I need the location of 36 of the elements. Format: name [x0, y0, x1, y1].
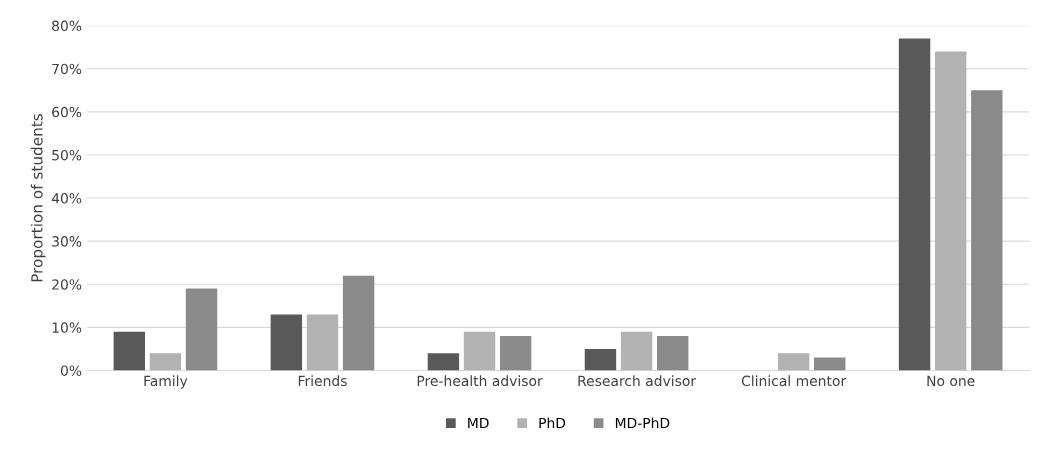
y-tick-label: 0%	[60, 365, 82, 376]
bar	[427, 353, 460, 371]
y-axis-title: Proportion of students	[30, 113, 46, 282]
x-tick-label: Pre-health advisor	[417, 375, 543, 387]
x-tick-label: Family	[144, 375, 188, 389]
bar	[656, 335, 689, 371]
bar	[934, 51, 967, 371]
bar	[898, 38, 931, 371]
y-tick-label: 50%	[52, 149, 82, 161]
x-tick-label: Friends	[298, 375, 347, 387]
x-tick-label: Research advisor	[578, 375, 697, 387]
y-tick-label: 40%	[51, 193, 82, 204]
x-tick-label: Clinical mentor	[741, 375, 847, 387]
legend-label: PhD	[539, 417, 566, 429]
y-tick-label: 10%	[52, 322, 82, 333]
bar	[463, 331, 496, 371]
x-tick-label: No one	[927, 375, 975, 387]
bar	[584, 348, 617, 371]
bar	[306, 314, 339, 371]
bar	[777, 353, 810, 371]
y-tick-label: 70%	[52, 63, 82, 75]
y-tick-label: 60%	[52, 106, 82, 118]
bar	[971, 90, 1003, 371]
y-tick-label: 80%	[52, 20, 82, 32]
bar	[342, 275, 375, 371]
bar	[620, 331, 653, 371]
legend-label: MD	[468, 417, 489, 429]
bar	[113, 331, 146, 371]
bar	[499, 335, 532, 371]
bar	[270, 314, 303, 371]
y-tick-label: 30%	[52, 236, 82, 247]
bar	[814, 357, 846, 371]
bar	[185, 288, 218, 371]
y-tick-label: 20%	[52, 279, 82, 290]
legend-label: MD-PhD	[615, 417, 670, 429]
bar	[149, 353, 182, 371]
